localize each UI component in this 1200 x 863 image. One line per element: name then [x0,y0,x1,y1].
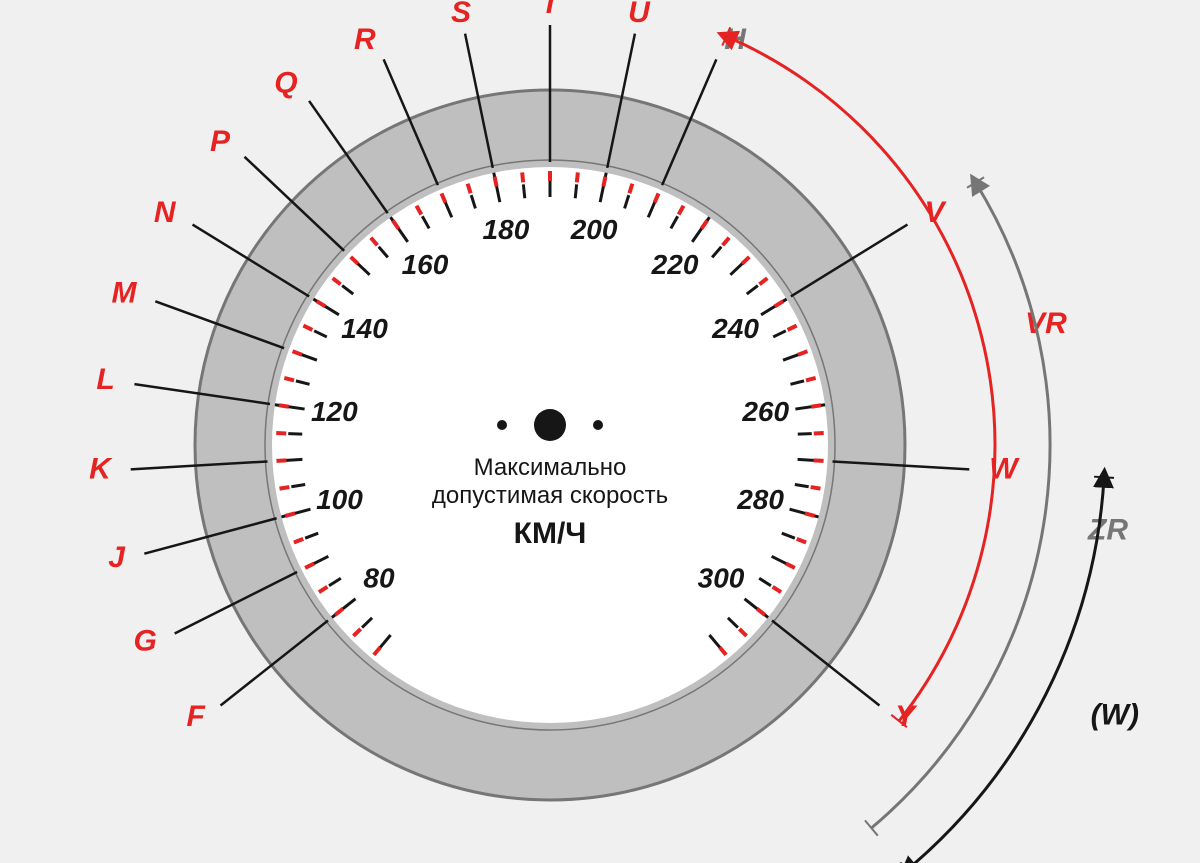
speed-index-letter: Q [274,66,297,99]
speed-index-letter: G [133,624,156,657]
scale-red-dash [284,378,294,380]
scale-number: 300 [698,563,745,594]
scale-tick [798,434,812,435]
scale-red-dash [276,460,286,461]
scale-tick [288,434,302,435]
scale-number: 260 [741,396,789,427]
speed-index-letter: M [112,276,138,309]
speed-index-letter: F [187,700,206,733]
scale-red-dash [577,172,578,182]
speed-index-letter: T [541,0,562,20]
scale-red-dash [279,405,289,406]
dial-face [272,167,828,723]
scale-number: 120 [311,396,358,427]
speed-index-letter: J [108,541,126,574]
scale-red-dash [806,378,816,380]
scale-number: 160 [402,249,449,280]
scale-tick [575,184,576,198]
center-text-line1: Максимально [474,454,627,481]
scale-number: 140 [341,313,388,344]
speed-index-letter: L [96,363,114,396]
scale-number: 240 [711,313,759,344]
scale-red-dash [811,487,821,489]
scale-number: 200 [570,214,618,245]
center-dot-big [534,409,566,441]
speed-index-letter: Y [895,700,918,733]
scale-red-dash [603,177,605,187]
speed-index-letter: R [354,23,376,56]
speed-index-letter: U [628,0,651,29]
scale-red-dash [811,405,821,406]
scale-number: 220 [651,249,699,280]
center-dot-small-left [497,420,507,430]
center-text-line2: допустимая скорость [432,482,668,509]
scale-red-dash [805,513,815,516]
range-arc-endcap [1094,477,1114,478]
scale-tick [523,184,524,198]
range-arc-label: (W) [1091,698,1139,731]
scale-number: 80 [363,563,395,594]
scale-red-dash [495,177,497,187]
scale-number: 180 [483,214,530,245]
scale-number: 280 [736,484,784,515]
speed-index-letter: P [210,125,231,158]
center-unit: КМ/Ч [514,517,587,550]
speed-index-dial: 80 100 120 140 160 180 200 220 240 260 280 300 F G J K L… [0,0,1200,863]
speed-index-letter: N [154,196,177,229]
scale-red-dash [279,487,289,489]
scale-red-dash [814,460,824,461]
scale-number: 100 [316,484,363,515]
center-dot-small-right [593,420,603,430]
speed-index-letter: S [451,0,471,29]
speed-index-letter: K [89,453,113,486]
scale-red-dash [285,513,295,516]
scale-red-dash [522,172,523,182]
range-arc-label: ZR [1087,514,1128,547]
